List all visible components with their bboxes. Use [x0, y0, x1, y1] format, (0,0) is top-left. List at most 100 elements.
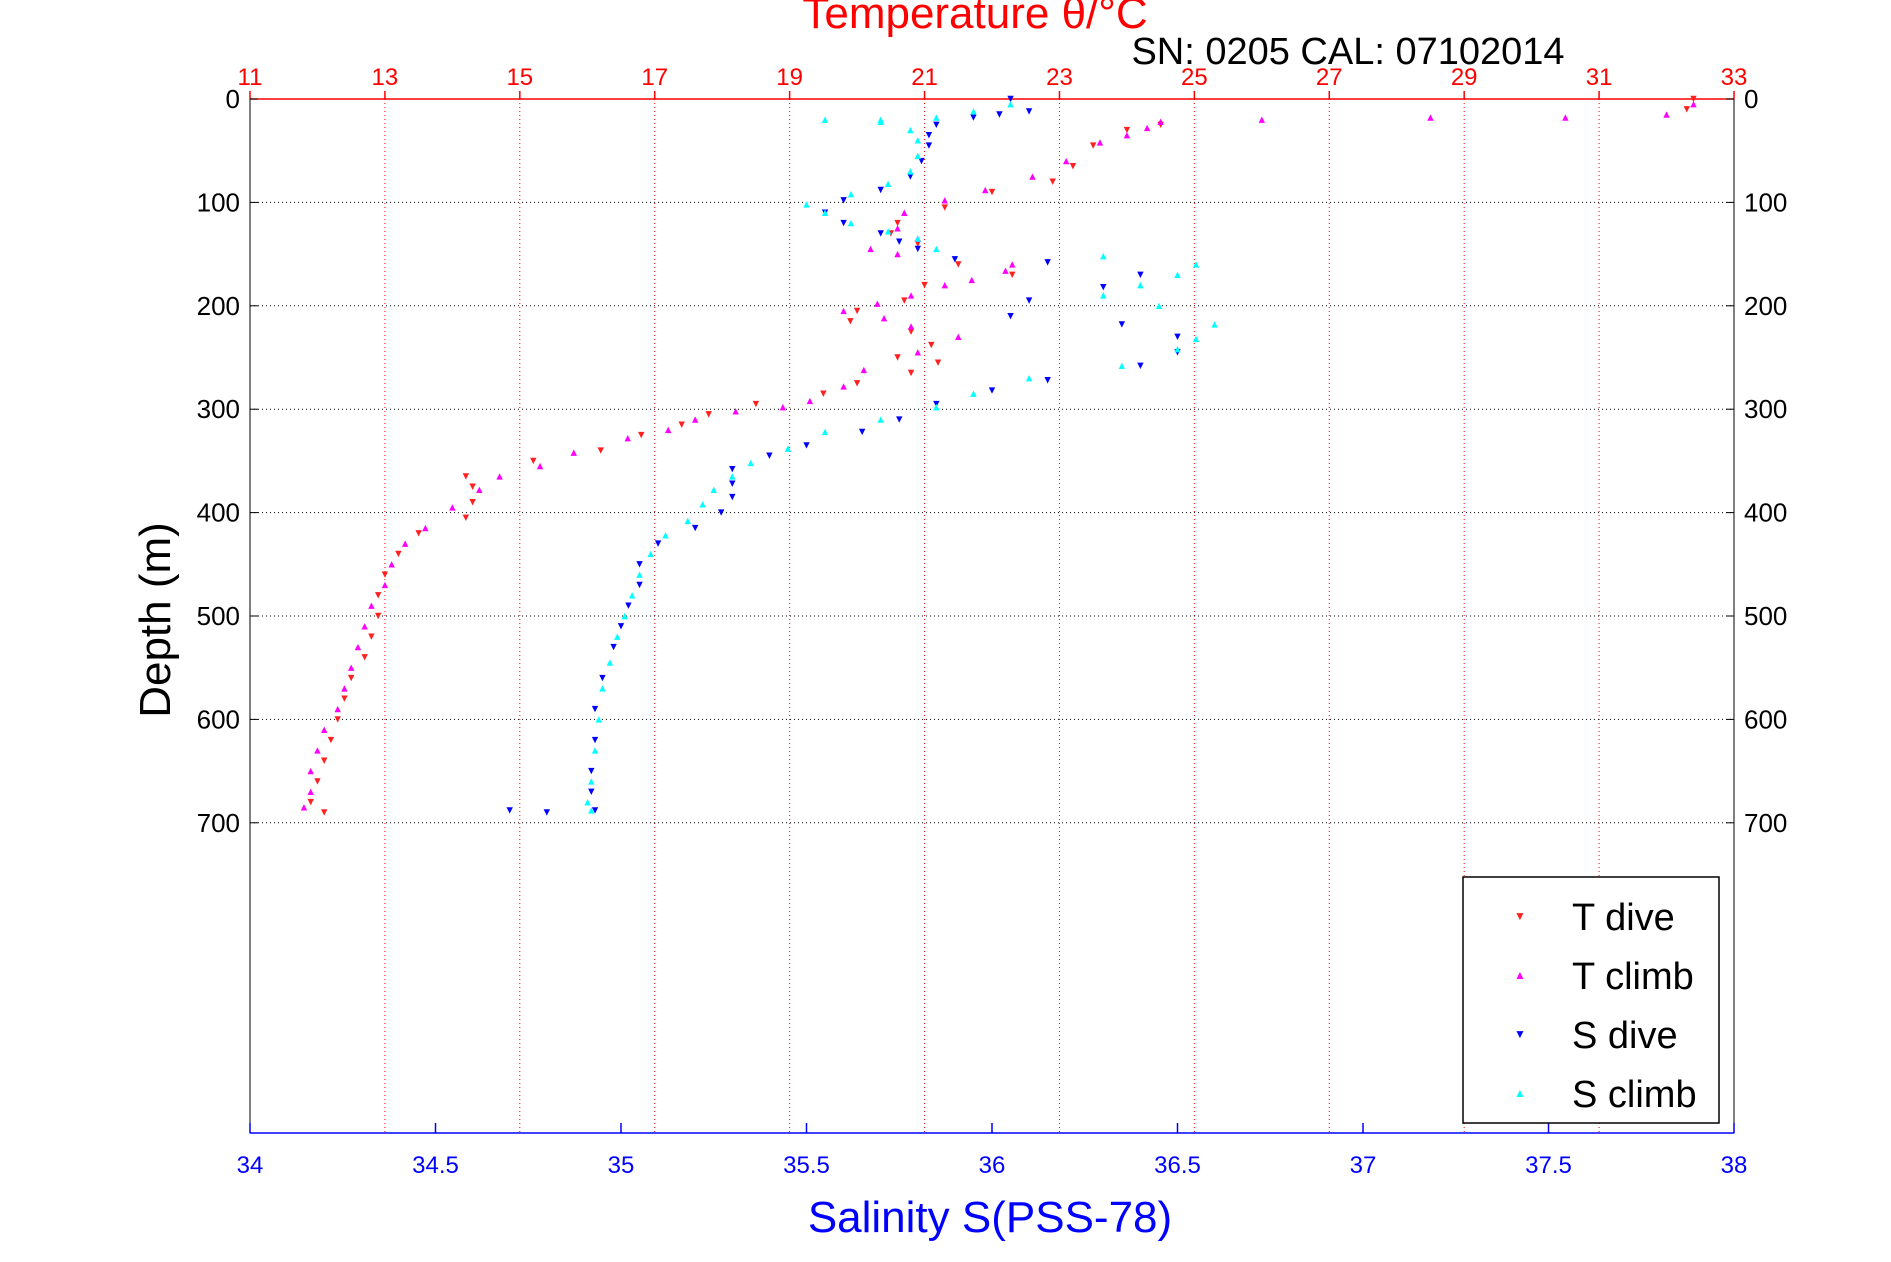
- data-point-t-dive: [314, 778, 321, 785]
- data-point-s-dive: [588, 788, 595, 795]
- data-point-s-dive: [896, 238, 903, 245]
- data-point-t-climb: [570, 449, 577, 456]
- data-point-t-climb: [692, 416, 699, 423]
- depth-tick-label-left: 500: [197, 601, 240, 631]
- data-point-s-climb: [1174, 271, 1181, 278]
- temperature-tick-label: 31: [1586, 64, 1613, 91]
- legend-marker-s-climb: ▲: [1514, 1086, 1526, 1100]
- data-point-t-dive: [907, 369, 915, 377]
- data-point-t-climb: [368, 602, 375, 609]
- data-point-s-climb: [914, 137, 921, 144]
- legend-marker-t-climb: ▲: [1514, 968, 1526, 982]
- legend-label-t-climb: T climb: [1572, 956, 1694, 998]
- data-point-s-climb: [621, 612, 628, 620]
- data-point-s-dive: [692, 524, 699, 532]
- data-point-t-dive: [988, 188, 996, 196]
- data-point-t-dive: [327, 736, 335, 744]
- temperature-tick-label: 33: [1721, 64, 1748, 91]
- temperature-tick-label: 11: [238, 64, 263, 91]
- data-point-t-dive: [1009, 271, 1016, 278]
- data-point-s-climb: [884, 180, 892, 187]
- legend-box: [1462, 876, 1720, 1124]
- data-point-s-dive: [625, 602, 632, 609]
- data-point-t-climb: [1029, 173, 1036, 180]
- data-point-s-dive: [1044, 377, 1051, 384]
- data-point-s-climb: [1100, 252, 1107, 260]
- data-point-s-dive: [970, 114, 977, 121]
- data-point-t-dive: [395, 550, 402, 558]
- data-point-t-dive: [374, 592, 382, 599]
- data-point-t-climb: [388, 561, 395, 568]
- data-point-t-dive: [638, 431, 645, 439]
- data-point-t-dive: [928, 341, 935, 349]
- data-point-t-climb: [1157, 118, 1164, 125]
- data-point-s-climb: [821, 428, 829, 436]
- data-point-s-dive: [636, 581, 643, 589]
- data-point-s-dive: [729, 493, 736, 501]
- data-point-s-dive: [996, 111, 1003, 118]
- data-point-t-climb: [1143, 124, 1151, 132]
- data-point-s-climb: [970, 108, 977, 115]
- data-point-s-climb: [710, 486, 717, 494]
- chart-title: Temperature θ/°C: [802, 0, 1147, 38]
- data-point-t-dive: [934, 359, 942, 366]
- data-point-t-climb: [449, 504, 456, 511]
- data-point-s-climb: [847, 219, 855, 227]
- data-point-t-climb: [955, 333, 962, 341]
- data-point-s-climb: [584, 798, 591, 806]
- data-point-t-dive: [462, 514, 470, 521]
- data-point-t-dive: [334, 716, 341, 723]
- data-point-t-dive: [361, 654, 368, 661]
- temperature-tick-label: 17: [641, 64, 668, 91]
- data-point-t-dive: [347, 674, 355, 682]
- data-point-s-climb: [1174, 346, 1181, 353]
- data-point-s-dive: [877, 186, 884, 194]
- data-point-t-dive: [853, 380, 861, 387]
- data-point-t-climb: [341, 685, 348, 692]
- data-point-t-dive: [853, 307, 861, 315]
- data-point-s-dive: [1025, 297, 1033, 304]
- data-point-s-climb: [1100, 292, 1107, 299]
- data-point-s-dive: [1137, 271, 1144, 278]
- salinity-tick-label: 36.5: [1154, 1152, 1201, 1179]
- data-point-t-dive: [381, 571, 389, 578]
- data-point-s-dive: [933, 121, 940, 129]
- data-point-s-climb: [1137, 281, 1144, 289]
- data-point-t-climb: [361, 623, 368, 630]
- data-point-s-dive: [1025, 108, 1033, 115]
- data-point-s-climb: [784, 445, 792, 452]
- data-point-s-dive: [914, 245, 921, 253]
- data-point-s-climb: [821, 116, 829, 123]
- data-point-t-dive: [469, 499, 476, 506]
- data-point-t-climb: [840, 307, 847, 315]
- data-point-s-climb: [821, 209, 829, 216]
- data-point-t-climb: [894, 225, 901, 232]
- data-point-s-dive: [591, 807, 599, 814]
- data-point-s-dive: [896, 416, 903, 423]
- data-point-s-climb: [1192, 261, 1200, 268]
- data-point-s-dive: [543, 809, 550, 816]
- data-point-t-climb: [1562, 114, 1569, 121]
- data-point-t-climb: [422, 524, 429, 532]
- data-point-t-climb: [1427, 114, 1434, 121]
- data-point-t-climb: [968, 276, 975, 284]
- data-point-s-climb: [1007, 100, 1014, 108]
- data-point-t-dive: [894, 354, 901, 361]
- data-point-t-dive: [462, 473, 470, 480]
- data-point-t-dive: [374, 612, 382, 620]
- data-point-t-climb: [914, 349, 921, 356]
- data-point-t-dive: [1069, 163, 1077, 170]
- data-point-t-climb: [806, 397, 814, 405]
- data-point-t-climb: [314, 747, 321, 754]
- data-point-t-climb: [300, 804, 308, 811]
- data-point-s-dive: [918, 157, 925, 165]
- data-point-t-climb: [1096, 139, 1104, 146]
- data-point-t-climb: [496, 473, 503, 480]
- data-point-s-dive: [599, 674, 606, 682]
- data-point-t-dive: [469, 483, 476, 490]
- x-bottom-axis-label: Salinity S(PSS-78): [808, 1193, 1172, 1242]
- data-point-t-climb: [941, 281, 948, 289]
- data-point-t-dive: [530, 457, 537, 465]
- legend-label-s-climb: S climb: [1572, 1074, 1697, 1116]
- data-point-t-climb: [867, 245, 874, 253]
